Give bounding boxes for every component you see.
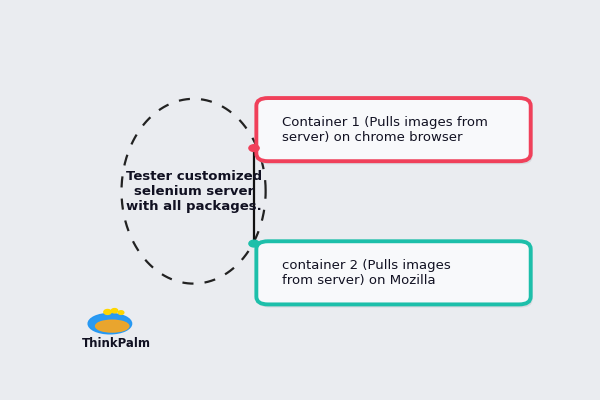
FancyBboxPatch shape <box>256 241 531 304</box>
FancyBboxPatch shape <box>258 101 533 164</box>
Text: container 2 (Pulls images
from server) on Mozilla: container 2 (Pulls images from server) o… <box>282 259 451 287</box>
Circle shape <box>249 145 259 152</box>
FancyBboxPatch shape <box>258 244 533 308</box>
Text: Container 1 (Pulls images from
server) on chrome browser: Container 1 (Pulls images from server) o… <box>282 116 488 144</box>
Circle shape <box>111 308 118 313</box>
Text: Tester customized
selenium server
with all packages.: Tester customized selenium server with a… <box>125 170 262 213</box>
FancyBboxPatch shape <box>256 98 531 161</box>
Ellipse shape <box>88 314 131 334</box>
Text: ThinkPalm: ThinkPalm <box>82 337 151 350</box>
Circle shape <box>104 310 111 314</box>
Ellipse shape <box>95 320 129 332</box>
Circle shape <box>249 240 259 247</box>
Circle shape <box>118 311 124 314</box>
